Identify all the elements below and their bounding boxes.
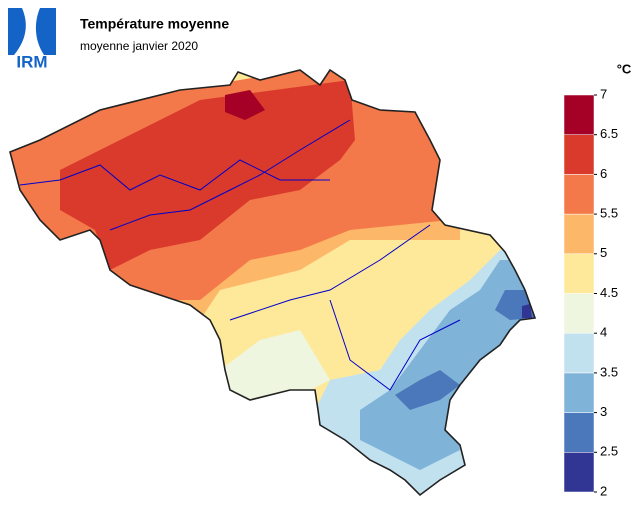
- logo: IRM: [8, 8, 56, 71]
- colorbar-tick-label: 2.5: [600, 444, 618, 459]
- colorbar: 2 2.5 3 3.5 4 4.5 5 5.5 6 6.5 7: [563, 86, 618, 498]
- colorbar-tick-label: 4: [600, 325, 607, 340]
- map: [10, 70, 535, 495]
- colorbar-unit: °C: [617, 61, 632, 76]
- subtitle: moyenne janvier 2020: [80, 39, 198, 53]
- title: Température moyenne: [80, 16, 229, 32]
- colorbar-bin: [563, 412, 595, 453]
- colorbar-tick-label: 6: [600, 166, 607, 181]
- logo-text: IRM: [16, 52, 47, 71]
- colorbar-bin: [563, 332, 595, 374]
- river: [109, 119, 351, 231]
- colorbar-tick-label: 2: [600, 483, 607, 498]
- colorbar-bin: [563, 94, 595, 135]
- country-border: [9, 68, 537, 497]
- colorbar-bin: [563, 253, 595, 294]
- colorbar-tick-label: 3.5: [600, 364, 618, 379]
- river: [19, 159, 330, 191]
- colorbar-tick-label: 5.5: [600, 206, 618, 221]
- colorbar-tick-label: 7: [600, 86, 607, 101]
- river: [229, 224, 431, 321]
- colorbar-bin: [563, 293, 595, 334]
- colorbar-bin: [563, 372, 595, 413]
- colorbar-bin: [563, 174, 595, 215]
- colorbar-tick-label: 5: [600, 245, 607, 260]
- colorbar-bin: [563, 213, 595, 255]
- colorbar-bin: [563, 134, 595, 175]
- river: [329, 299, 461, 391]
- colorbar-tick-label: 4.5: [600, 285, 618, 300]
- colorbar-bin: [563, 452, 595, 493]
- colorbar-tick-label: 3: [600, 404, 607, 419]
- colorbar-tick-label: 6.5: [600, 126, 618, 141]
